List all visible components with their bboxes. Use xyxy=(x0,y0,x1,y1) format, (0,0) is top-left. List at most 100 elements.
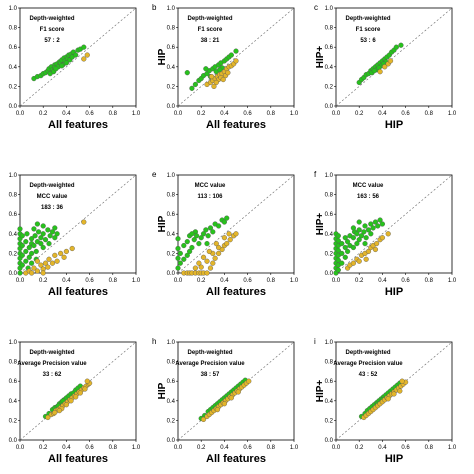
data-point-gold xyxy=(399,378,405,384)
data-point-gold xyxy=(84,378,90,384)
data-point-gold xyxy=(42,260,49,266)
y-tick-label: 0.0 xyxy=(167,271,176,277)
data-point-gold xyxy=(82,386,88,392)
x-tick-label: 0.6 xyxy=(85,111,94,117)
y-tick-label: 0.0 xyxy=(9,438,18,444)
data-point-green xyxy=(17,270,23,276)
x-tick-label: 0.2 xyxy=(197,111,206,117)
y-tick-label: 0.0 xyxy=(167,104,176,110)
x-tick-label: 0.8 xyxy=(267,278,276,284)
annotation-line: 38 : 57 xyxy=(201,372,220,378)
scatter-panel-4: 0.00.0 0.2 0.2 0.4 0.4 0.6 0.6 0.8 0.8 1.0 1.0 Dept… xyxy=(9,173,141,298)
y-tick-label: 0.6 xyxy=(325,212,334,218)
y-tick-label: 0.2 xyxy=(325,418,334,424)
data-point-green xyxy=(345,239,351,245)
x-tick-label: 0.0 xyxy=(16,111,25,117)
data-point-gold xyxy=(246,378,252,384)
x-tick-label: 1.0 xyxy=(132,445,141,451)
data-point-green xyxy=(187,248,193,255)
data-point-gold xyxy=(214,407,221,413)
x-tick-label: 0.0 xyxy=(174,445,183,451)
y-tick-label: 1.0 xyxy=(325,173,334,179)
data-point-green xyxy=(193,233,200,239)
x-axis-label: All features xyxy=(48,453,108,465)
data-point-green xyxy=(19,233,25,239)
data-point-green xyxy=(203,227,209,233)
data-point-gold xyxy=(200,254,207,260)
data-point-green xyxy=(377,217,383,223)
data-point-gold xyxy=(63,248,70,255)
x-tick-label: 0.6 xyxy=(243,111,252,117)
y-tick-label: 0.4 xyxy=(9,399,18,405)
data-point-green xyxy=(354,231,360,237)
data-point-gold xyxy=(34,258,41,264)
data-point-green xyxy=(49,229,56,235)
y-tick-label: 0.4 xyxy=(9,65,18,71)
data-point-green xyxy=(175,236,181,242)
data-point-green xyxy=(356,237,362,243)
data-point-gold xyxy=(29,270,35,276)
data-point-green xyxy=(184,239,190,245)
data-point-green xyxy=(52,235,58,241)
x-tick-label: 0.6 xyxy=(401,445,410,451)
data-point-gold xyxy=(57,250,64,257)
y-tick-label: 0.6 xyxy=(9,212,18,218)
data-point-gold xyxy=(69,245,75,252)
annotation-line: 33 : 62 xyxy=(43,372,62,378)
data-point-green xyxy=(47,233,53,239)
x-tick-label: 0.4 xyxy=(378,111,387,117)
data-point-green xyxy=(33,248,39,255)
data-point-green xyxy=(38,241,44,247)
data-point-green xyxy=(23,239,29,245)
data-point-green xyxy=(350,244,357,251)
data-point-green xyxy=(370,225,376,231)
data-point-green xyxy=(191,237,197,243)
y-tick-label: 0.6 xyxy=(9,45,18,51)
data-point-gold xyxy=(54,258,60,264)
data-point-green xyxy=(196,241,202,247)
y-axis-label: HIP+ xyxy=(315,46,326,69)
data-point-green xyxy=(335,267,341,273)
panel-letter: h xyxy=(152,337,156,346)
data-point-green xyxy=(398,42,404,48)
data-point-gold xyxy=(350,260,357,266)
y-tick-label: 0.2 xyxy=(9,251,18,257)
data-point-green xyxy=(177,250,183,257)
data-point-green xyxy=(63,60,70,66)
data-point-gold xyxy=(81,219,87,225)
data-point-green xyxy=(375,223,381,229)
annotation-line: MCC value xyxy=(195,183,226,189)
y-tick-label: 1.0 xyxy=(9,340,18,346)
x-axis-label: All features xyxy=(206,453,266,465)
x-tick-label: 0.4 xyxy=(62,111,71,117)
data-point-green xyxy=(358,233,365,239)
annotation-line: Depth-weighted xyxy=(30,183,75,189)
diagonal-line xyxy=(335,341,453,441)
data-point-green xyxy=(350,235,357,241)
x-tick-label: 1.0 xyxy=(448,111,457,117)
x-axis-label: HIP xyxy=(385,286,403,298)
x-tick-label: 0.8 xyxy=(425,278,434,284)
data-point-gold xyxy=(52,409,58,416)
data-point-gold xyxy=(56,408,63,414)
scatter-panel-9: 0.00.0 0.2 0.2 0.4 0.4 0.6 0.6 0.8 0.8 1.0 1.0 Dept… xyxy=(314,337,457,465)
y-axis-label: HIP+ xyxy=(315,213,326,236)
data-point-green xyxy=(32,233,38,239)
annotation-line: 183 : 36 xyxy=(41,205,64,211)
data-point-green xyxy=(31,226,37,232)
y-tick-label: 1.0 xyxy=(167,6,176,12)
data-point-green xyxy=(181,256,187,262)
y-tick-label: 1.0 xyxy=(325,6,334,12)
scatter-panel-5: 0.00.0 0.2 0.2 0.4 0.4 0.6 0.6 0.8 0.8 1.0 1.0 MCC … xyxy=(152,170,299,298)
diagonal-line xyxy=(19,7,137,107)
data-point-green xyxy=(23,258,29,264)
x-axis-label: HIP xyxy=(385,453,403,465)
y-tick-label: 0.8 xyxy=(167,26,176,32)
y-axis-label: HIP xyxy=(157,48,168,65)
data-point-green xyxy=(368,221,374,227)
x-tick-label: 0.8 xyxy=(267,445,276,451)
y-tick-label: 0.6 xyxy=(325,379,334,385)
data-point-green xyxy=(189,85,195,91)
y-tick-label: 0.2 xyxy=(325,84,334,90)
data-point-green xyxy=(204,241,210,247)
